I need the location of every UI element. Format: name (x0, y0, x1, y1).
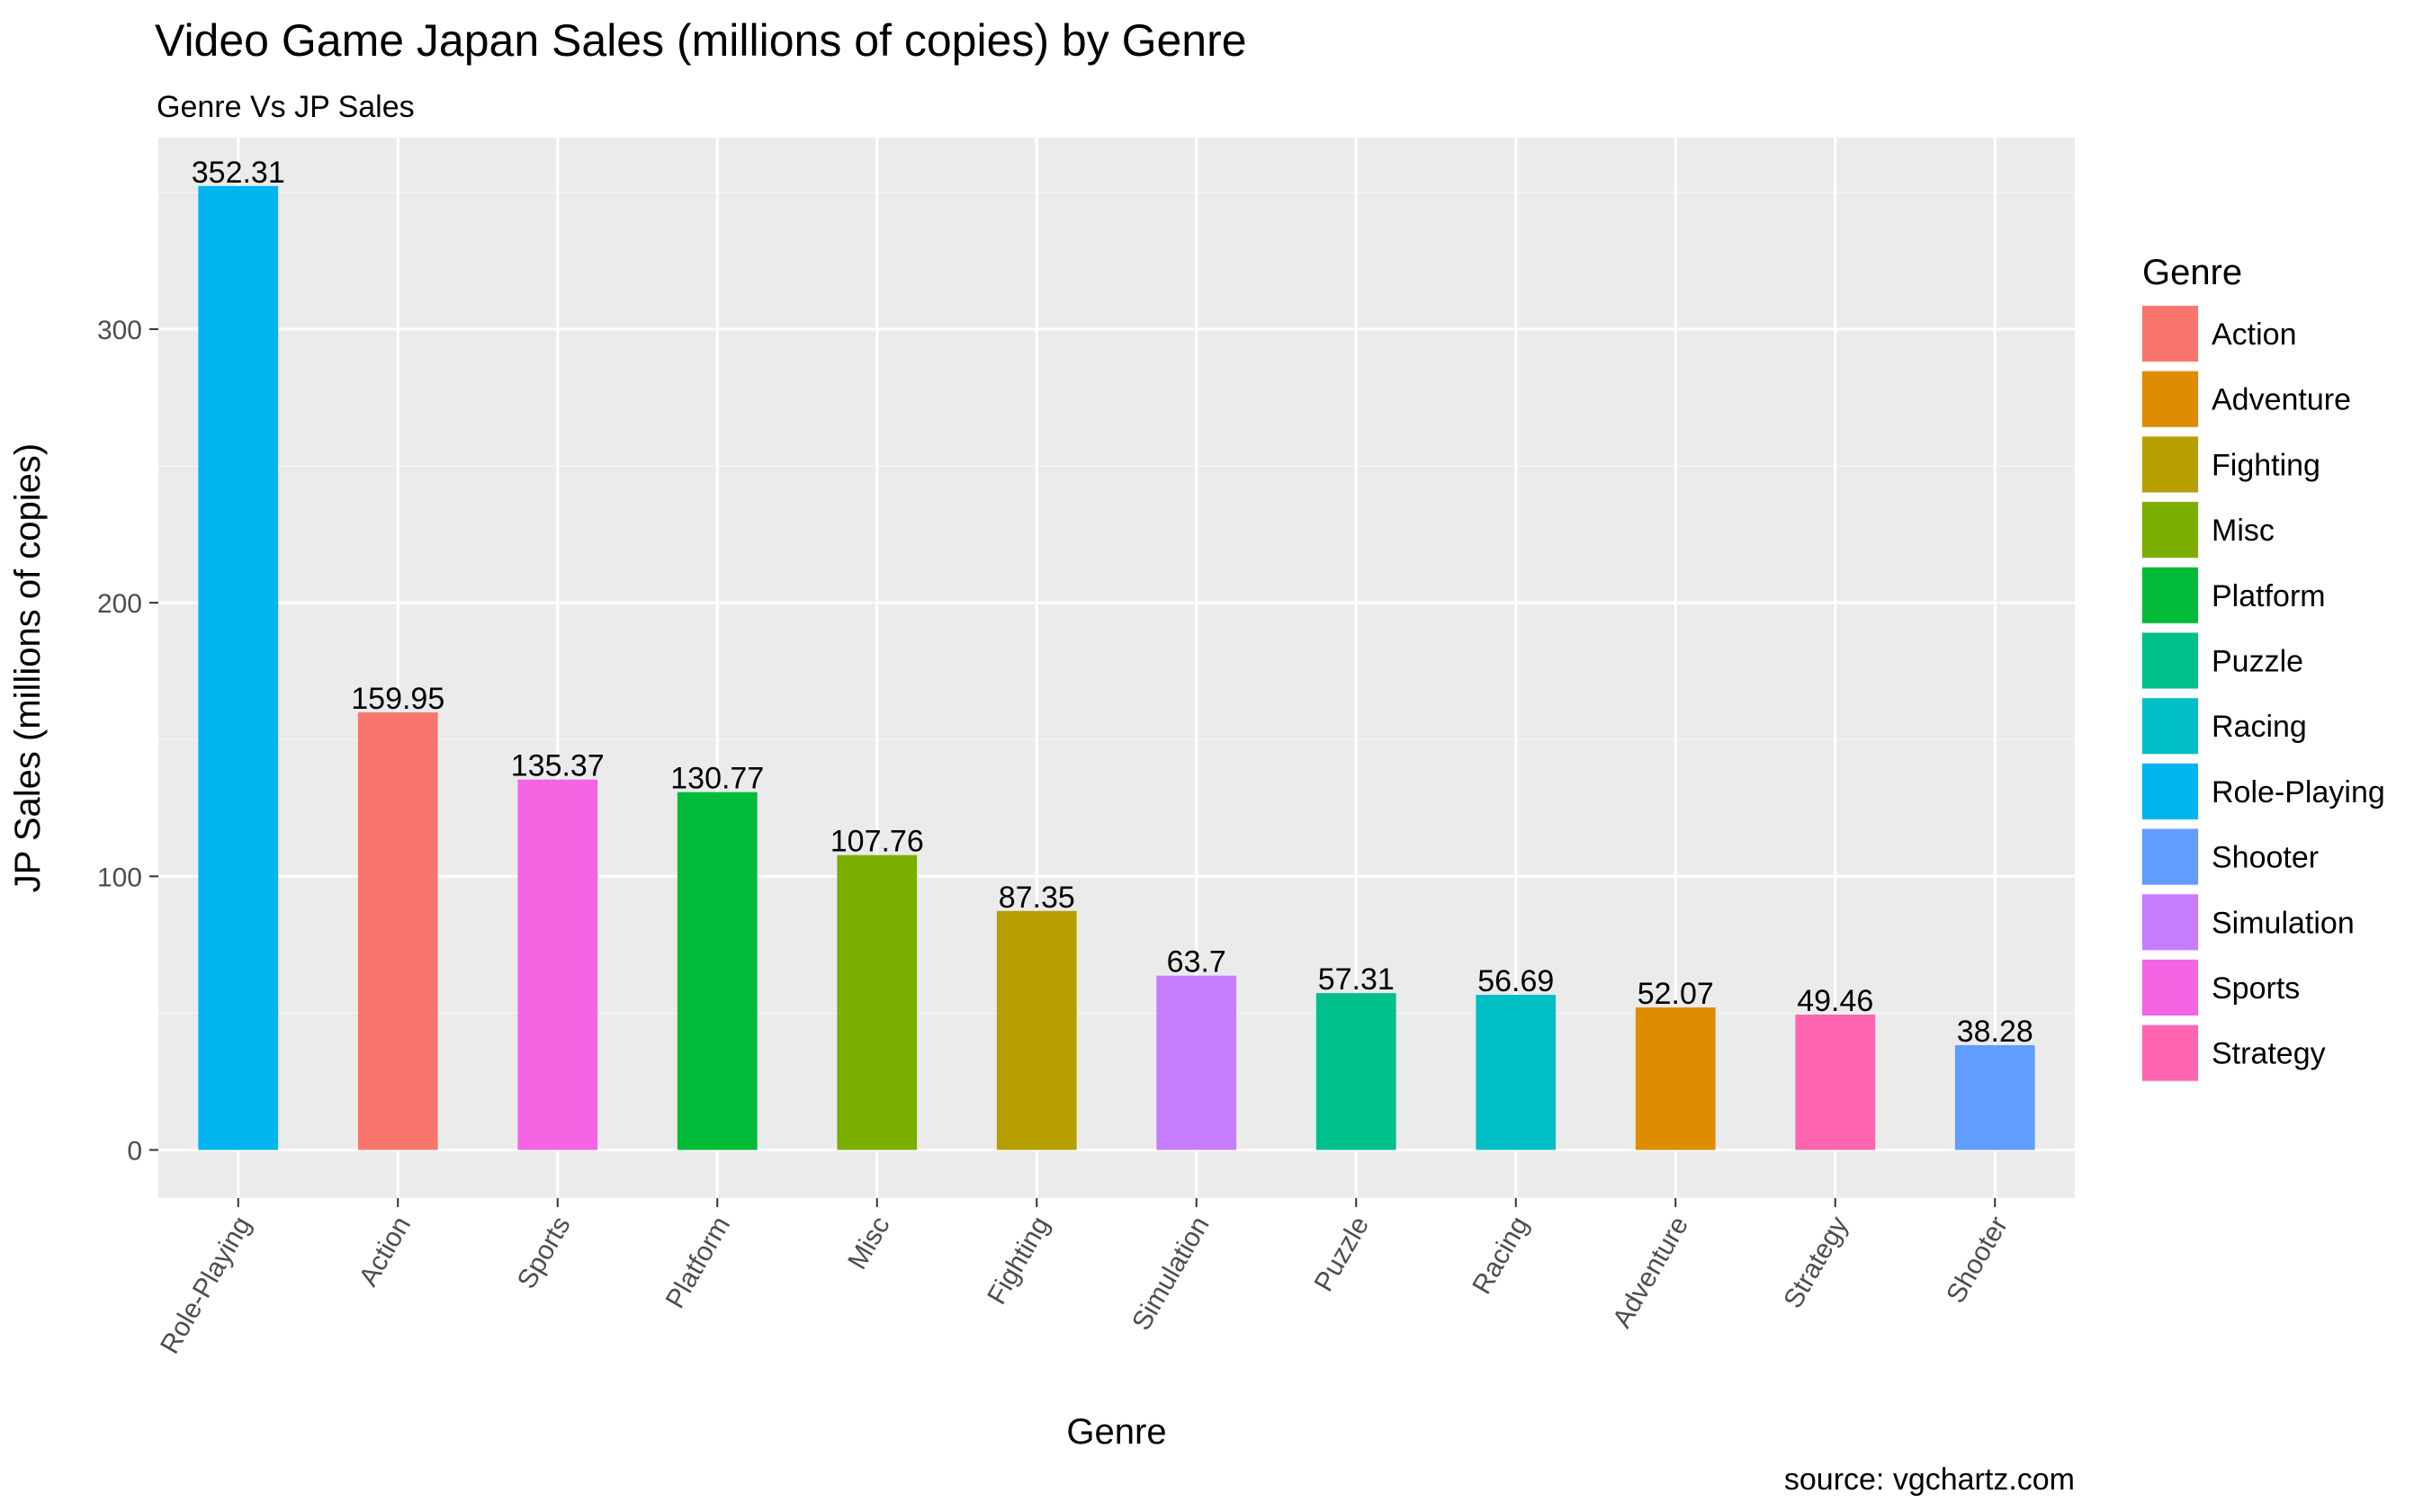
x-tick-label: Role-Playing (155, 1212, 257, 1359)
x-tick-label: Simulation (1126, 1212, 1216, 1336)
legend-item-label: Misc (2212, 514, 2275, 548)
x-tick-label: Action (354, 1212, 417, 1292)
legend-swatch (2142, 894, 2198, 951)
legend-item-label: Shooter (2212, 841, 2319, 875)
x-tick-label: Shooter (1941, 1212, 2014, 1309)
legend-swatch (2142, 567, 2198, 623)
y-tick-label: 200 (97, 589, 142, 619)
legend-swatch (2142, 632, 2198, 689)
x-tick-label: Platform (660, 1212, 736, 1313)
legend-swatch (2142, 960, 2198, 1015)
x-tick-label: Puzzle (1309, 1212, 1376, 1296)
bar-strategy (1795, 1015, 1876, 1150)
bar-fighting (996, 910, 1077, 1150)
legend: Genre Action Adventure Fighting Misc Platfor… (2141, 253, 2385, 1082)
x-axis: Role-Playing Action Sports Platform Misc Figh… (155, 1198, 2014, 1359)
bar-value-label: 52.07 (1638, 977, 1714, 1011)
bar-value-label: 87.35 (999, 881, 1075, 915)
bar-value-label: 352.31 (192, 156, 285, 190)
legend-item-label: Strategy (2212, 1037, 2326, 1071)
bars (198, 185, 2035, 1150)
legend-swatch (2142, 502, 2198, 559)
bar-value-label: 130.77 (670, 762, 764, 796)
legend-item-label: Puzzle (2212, 645, 2303, 679)
legend-swatch (2142, 1024, 2198, 1081)
y-tick-label: 0 (127, 1136, 142, 1166)
y-tick-label: 100 (97, 863, 142, 892)
legend-item-label: Platform (2212, 579, 2326, 613)
y-tick-label: 300 (97, 316, 142, 345)
legend-swatch (2142, 828, 2198, 885)
x-tick-label: Strategy (1778, 1212, 1853, 1313)
bar-value-label: 159.95 (351, 682, 444, 716)
legend-item-label: Action (2212, 318, 2297, 352)
x-tick-label: Sports (512, 1212, 577, 1294)
legend-item-label: Simulation (2212, 906, 2355, 940)
legend-swatch (2142, 698, 2198, 755)
bar-value-label: 57.31 (1318, 962, 1395, 997)
x-tick-label: Adventure (1607, 1212, 1694, 1333)
bar-value-label: 56.69 (1477, 964, 1554, 998)
minor-gridlines (158, 192, 2075, 1015)
legend-swatch (2142, 436, 2198, 493)
bar-racing (1476, 995, 1557, 1150)
legend-title: Genre (2142, 253, 2242, 292)
y-axis-title: JP Sales (millions of copies) (8, 443, 48, 892)
legend-item-label: Role-Playing (2212, 775, 2385, 810)
x-tick-label: Fighting (982, 1212, 1055, 1310)
bar-puzzle (1315, 993, 1396, 1150)
legend-item-label: Racing (2212, 710, 2307, 744)
bar-role-playing (198, 185, 279, 1150)
bar-value-label: 49.46 (1797, 984, 1873, 1018)
bar-value-label: 38.28 (1957, 1015, 2033, 1049)
bar-value-label: 63.7 (1167, 945, 1226, 980)
legend-swatch (2142, 763, 2198, 819)
bar-value-label: 135.37 (511, 749, 605, 783)
y-axis: 0 100 200 300 (97, 316, 158, 1166)
source-caption: source: vgchartz.com (1784, 1463, 2075, 1497)
bar-misc (837, 854, 918, 1150)
chart-title: Video Game Japan Sales (millions of copi… (155, 15, 1247, 66)
plot-panel (158, 138, 2075, 1198)
legend-item-label: Adventure (2212, 383, 2351, 417)
x-tick-label: Racing (1467, 1212, 1534, 1299)
legend-item-label: Fighting (2212, 448, 2320, 482)
bar-sports (517, 779, 598, 1150)
bar-adventure (1635, 1007, 1716, 1150)
bar-shooter (1954, 1045, 2035, 1150)
bar-value-label: 107.76 (830, 825, 924, 859)
legend-items: Action Adventure Fighting Misc Platform Puzzl… (2141, 305, 2385, 1082)
legend-item-label: Sports (2212, 971, 2300, 1006)
bar-platform (677, 792, 758, 1150)
bar-action (357, 711, 438, 1150)
legend-swatch (2142, 371, 2198, 427)
x-axis-title: Genre (1066, 1412, 1166, 1452)
legend-swatch (2142, 306, 2198, 362)
bar-simulation (1156, 975, 1237, 1150)
bar-value-labels: 352.31 159.95 135.37 130.77 107.76 87.35 63.7 5… (192, 156, 2033, 1049)
chart-subtitle: Genre Vs JP Sales (157, 90, 415, 124)
x-tick-label: Misc (842, 1212, 895, 1275)
